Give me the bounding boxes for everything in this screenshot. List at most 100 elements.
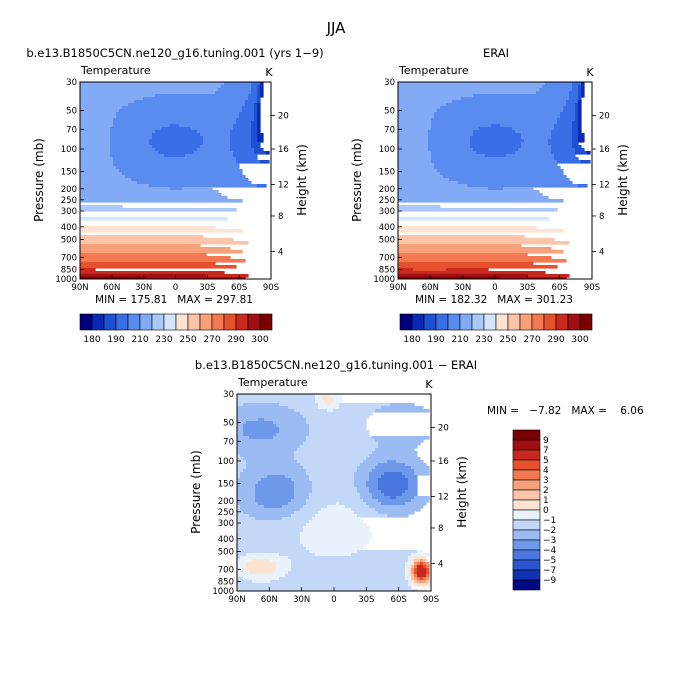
- panel-obs-x-tick-label: 90S: [584, 283, 600, 293]
- panel-diff-colorbar-swatch: [512, 519, 541, 531]
- panel-model-y-tick-label: 300: [61, 207, 77, 217]
- panel-model-colorbar-label: 190: [107, 335, 124, 345]
- panel-obs-x-tick-label: 60N: [422, 283, 439, 293]
- panel-diff-y-tick-label: 700: [218, 565, 234, 575]
- panel-obs-right-label: K: [586, 66, 594, 79]
- panel-obs-height-tick-label: 20: [599, 111, 610, 121]
- panel-diff-colorbar-label: 2: [543, 486, 549, 496]
- panel-model-height-tick-label: 12: [278, 180, 289, 190]
- panel-obs-colorbar-label: 190: [427, 335, 444, 345]
- panel-diff-y-tick-label: 50: [223, 419, 234, 429]
- panel-obs-colorbar-label: 250: [499, 335, 516, 345]
- panel-model-colorbar-swatch: [79, 313, 93, 331]
- panel-obs-colorbar-swatch: [423, 313, 437, 331]
- panel-diff-colorbar-label: 4: [543, 466, 549, 476]
- panel-model-colorbar-swatch: [187, 313, 201, 331]
- panel-diff-height-tick-label: 20: [438, 423, 449, 433]
- panel-model-y-tick-label: 70: [66, 125, 77, 135]
- panel-obs-colorbar-swatch: [399, 313, 413, 331]
- panel-model-colorbar-swatch: [163, 313, 177, 331]
- panel-obs-colorbar: 180 190 210 230 250 270 290 300: [399, 313, 593, 345]
- panel-model-colorbar-swatch: [139, 313, 153, 331]
- panel-diff-y-tick-label: 100: [218, 457, 234, 467]
- panel-diff-colorbar-swatch: [512, 559, 541, 571]
- panel-model-colorbar-swatch: [103, 313, 117, 331]
- panel-model-colorbar-label: 180: [83, 335, 100, 345]
- panel-diff-y-tick-label: 850: [218, 578, 234, 588]
- panel-model-y-tick-label: 500: [61, 236, 77, 246]
- panel-obs-stats: MIN = 182.32 MAX = 301.23: [415, 294, 573, 306]
- panel-model-height-tick-label: 20: [278, 111, 289, 121]
- panel-obs-colorbar-label: 300: [571, 335, 588, 345]
- panel-obs-colorbar-swatch: [411, 313, 425, 331]
- panel-model-right-label: K: [265, 66, 273, 79]
- panel-obs-colorbar-label: 230: [475, 335, 492, 345]
- panel-obs-colorbar-label: 290: [547, 335, 564, 345]
- panel-obs-height-tick-label: 8: [599, 212, 604, 222]
- panel-obs-height-tick-label: 16: [599, 145, 610, 155]
- panel-obs-x-tick-label: 0: [492, 283, 497, 293]
- panel-diff-colorbar-swatch: [512, 469, 541, 481]
- panel-obs-left-label: Temperature: [398, 64, 469, 77]
- panel-model-x-tick-label: 90N: [71, 283, 88, 293]
- panel-diff-colorbar-swatch: [512, 549, 541, 561]
- panel-diff-colorbar-label: −7: [543, 566, 556, 576]
- panel-model-y-tick-label: 100: [61, 145, 77, 155]
- panel-model-colorbar-swatch: [259, 313, 273, 331]
- panel-obs-y-tick-label: 100: [379, 145, 395, 155]
- panel-diff-colorbar-label: −5: [543, 556, 556, 566]
- panel-diff-colorbar-label: −9: [543, 576, 557, 586]
- panel-diff-x-tick-label: 30S: [358, 595, 374, 605]
- panel-diff-y-tick-label: 500: [218, 548, 234, 558]
- panel-model-colorbar-label: 210: [131, 335, 148, 345]
- panel-obs-colorbar-swatch: [519, 313, 533, 331]
- panel-diff-colorbar-swatch: [512, 579, 541, 591]
- panel-obs-y-tick-label: 250: [379, 196, 395, 206]
- panel-model-colorbar-swatch: [115, 313, 129, 331]
- panel-diff-y-tick-label: 70: [223, 437, 234, 447]
- panel-model-height-tick-label: 4: [278, 247, 283, 257]
- panel-diff-colorbar-swatch: [512, 539, 541, 551]
- panel-model-y-tick-label: 30: [66, 78, 77, 88]
- panel-diff-title: b.e13.B1850C5CN.ne120_g16.tuning.001 − E…: [195, 358, 477, 372]
- panel-obs-field: [398, 82, 591, 279]
- panel-model-y-tick-label: 1000: [55, 275, 77, 285]
- panel-obs-colorbar-swatch: [567, 313, 581, 331]
- panel-diff-left-label: Temperature: [237, 376, 308, 389]
- panel-diff-x-tick-label: 90S: [423, 595, 439, 605]
- panel-obs-colorbar-swatch: [447, 313, 461, 331]
- panel-obs-colorbar-swatch: [543, 313, 557, 331]
- panel-model-colorbar-swatch: [91, 313, 105, 331]
- panel-diff-colorbar-label: 0: [543, 506, 549, 516]
- page-title: JJA: [326, 19, 347, 37]
- panel-diff-colorbar-label: −4: [543, 546, 557, 556]
- panel-diff-colorbar-swatch: [512, 439, 541, 451]
- panel-obs-x-tick-label: 60S: [552, 283, 568, 293]
- panel-diff-height-tick-label: 16: [438, 457, 449, 467]
- panel-obs-colorbar-label: 180: [403, 335, 420, 345]
- panel-model: b.e13.B1850C5CN.ne120_g16.tuning.001 (yr…: [26, 46, 323, 345]
- panel-model-left-label: Temperature: [80, 64, 151, 77]
- panel-obs-y-tick-label: 700: [379, 253, 395, 263]
- panel-obs-colorbar-label: 270: [523, 335, 540, 345]
- panel-model-colorbar-swatch: [211, 313, 225, 331]
- panel-obs-colorbar-label: 210: [451, 335, 468, 345]
- panel-obs-title: ERAI: [483, 46, 509, 60]
- panel-model-colorbar-swatch: [247, 313, 261, 331]
- panel-diff-colorbar-swatch: [512, 449, 541, 461]
- panel-model-x-tick-label: 90S: [263, 283, 279, 293]
- panel-model-colorbar-swatch: [151, 313, 165, 331]
- panel-model-x-tick-label: 30S: [199, 283, 215, 293]
- panel-diff-colorbar-label: 7: [543, 446, 549, 456]
- panel-obs-y-tick-label: 50: [384, 107, 395, 117]
- panel-model-x-tick-label: 60S: [231, 283, 247, 293]
- panel-model-x-tick-label: 60N: [103, 283, 120, 293]
- panel-obs-colorbar-swatch: [435, 313, 449, 331]
- panel-model-colorbar-swatch: [199, 313, 213, 331]
- panel-obs: ERAI Temperature K 305070100150200250300…: [350, 46, 630, 345]
- panel-obs-y-tick-label: 500: [379, 236, 395, 246]
